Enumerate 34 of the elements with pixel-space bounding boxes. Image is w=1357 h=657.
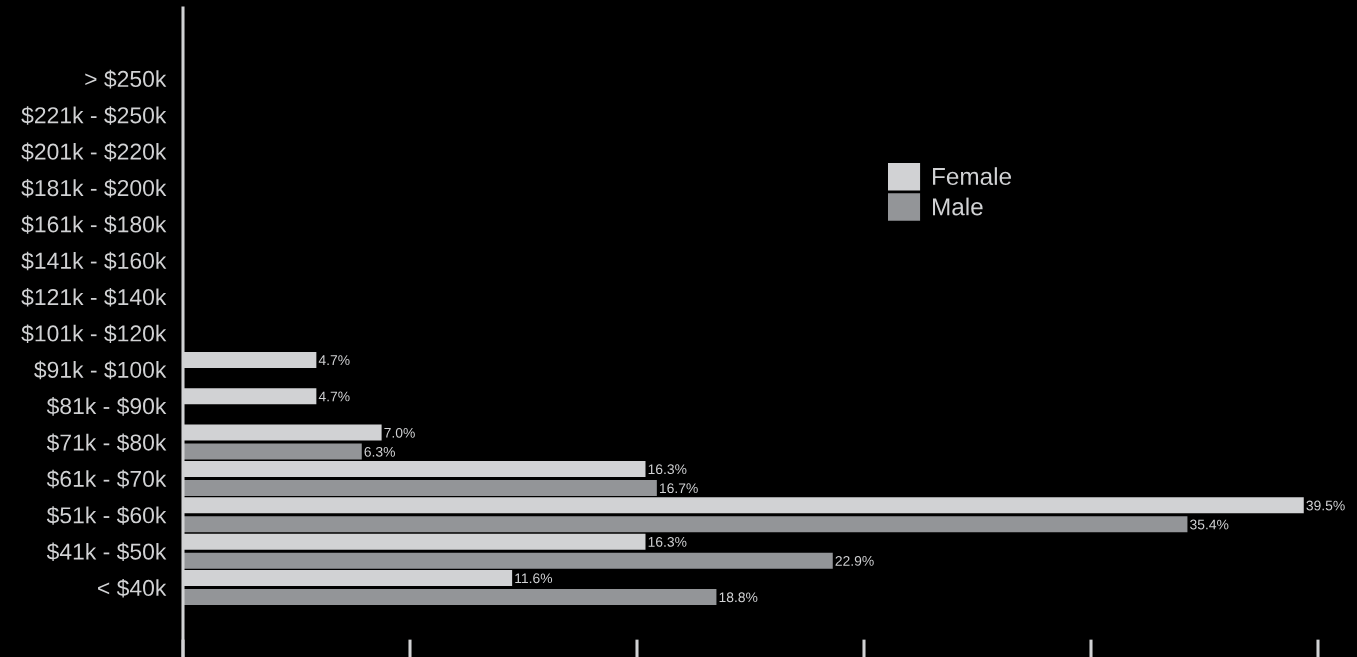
y-tick-label: $71k - $80k: [46, 433, 167, 453]
data-label: 22.9%: [835, 555, 874, 566]
y-tick-label: $91k - $100k: [34, 360, 167, 380]
y-tick-label: $61k - $70k: [46, 469, 167, 489]
y-tick-label: $51k - $60k: [46, 506, 167, 525]
bar: [183, 552, 833, 569]
y-tick-label: $121k - $140k: [21, 288, 167, 307]
y-tick-label: $221k - $250k: [21, 106, 167, 125]
y-tick-label: < $40k: [98, 578, 167, 598]
legend-label: Male: [933, 197, 983, 216]
bar: [183, 479, 657, 496]
y-tick-label: > $250k: [85, 69, 167, 89]
data-label: 16.3%: [648, 536, 687, 547]
data-label: 7.0%: [384, 427, 415, 438]
data-label: 6.3%: [364, 446, 395, 457]
y-tick-label: $81k - $90k: [46, 397, 167, 416]
data-label: 39.5%: [1306, 500, 1345, 511]
data-label: 4.7%: [318, 355, 350, 365]
y-tick-label: $201k - $220k: [21, 142, 167, 162]
data-label: 18.8%: [719, 592, 758, 603]
bar: [183, 516, 1188, 533]
data-label: 4.7%: [318, 391, 350, 402]
y-tick-label: $161k - $180k: [21, 215, 167, 234]
bar: [183, 589, 717, 606]
y-tick-label: $101k - $120k: [21, 324, 167, 343]
legend-label: Female: [933, 167, 1011, 186]
y-tick-label: $41k - $50k: [46, 542, 167, 562]
y-tick-label: $181k - $200k: [21, 178, 167, 198]
data-label: 11.6%: [515, 573, 553, 584]
data-label: 16.7%: [659, 483, 698, 494]
bar: [183, 443, 362, 460]
data-label: 35.4%: [1190, 519, 1229, 530]
y-tick-label: $141k - $160k: [21, 251, 167, 271]
data-label: 16.3%: [648, 464, 687, 475]
